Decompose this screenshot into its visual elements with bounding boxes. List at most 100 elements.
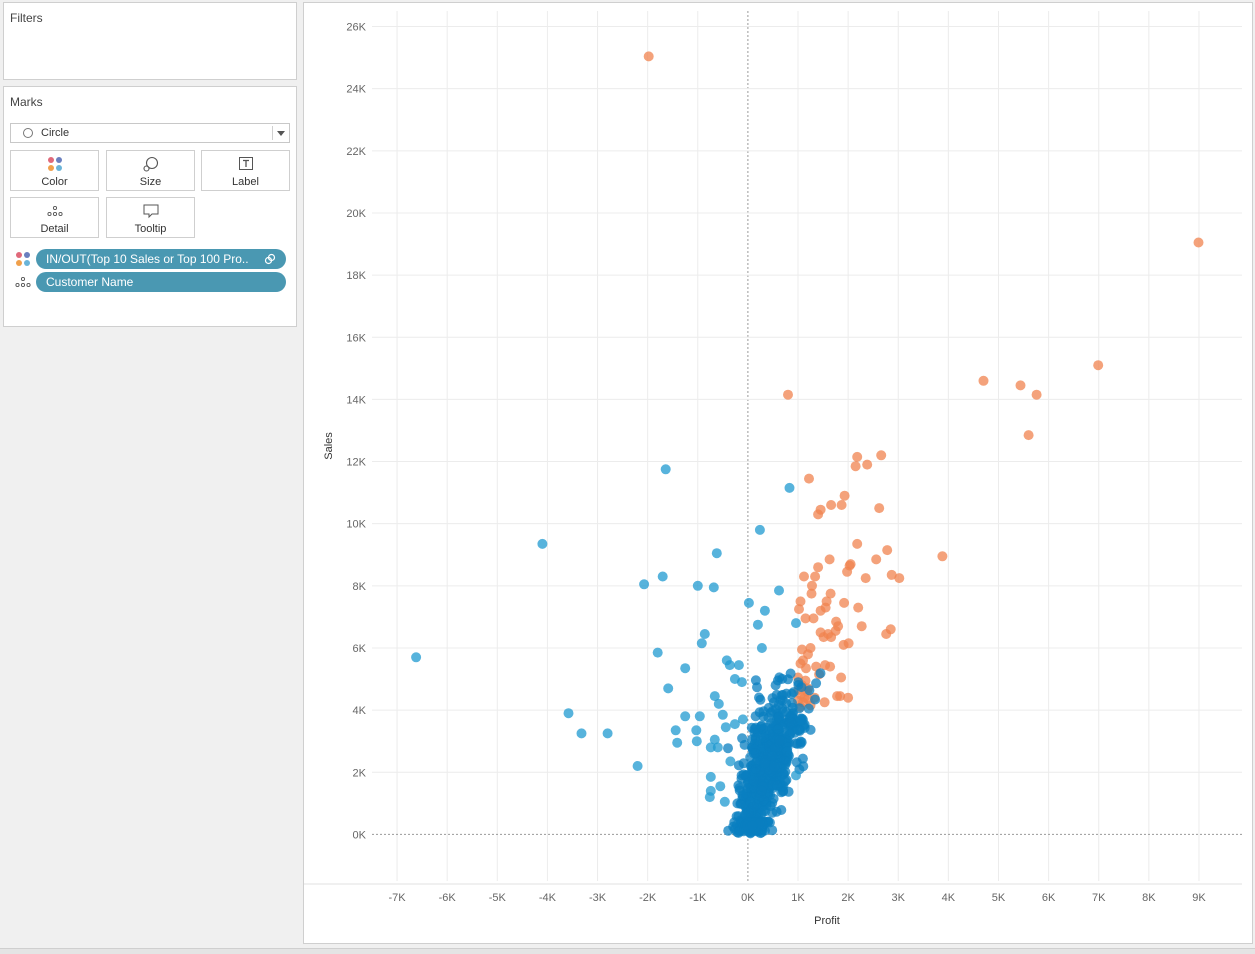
data-point-in[interactable] [795, 596, 806, 607]
data-point-in[interactable] [806, 588, 817, 599]
scatter-plot[interactable]: -7K -6K -5K -4K -3K -2K -1K 0K 1K 2K 3K 4K 5K 6K 7K 8K 9… [304, 3, 1252, 943]
data-point-out[interactable] [713, 698, 724, 709]
data-point-out[interactable] [680, 663, 691, 674]
color-button[interactable]: Color [10, 150, 99, 191]
data-point-out[interactable] [709, 734, 720, 745]
data-point-in[interactable] [839, 490, 850, 501]
data-point-out[interactable] [772, 780, 783, 791]
data-point-in[interactable] [836, 500, 847, 510]
data-point-out[interactable] [709, 691, 720, 702]
data-point-out[interactable] [717, 709, 728, 720]
data-point-out[interactable] [767, 751, 778, 761]
data-point-in[interactable] [886, 569, 897, 580]
data-point-out[interactable] [774, 735, 785, 746]
data-point-out[interactable] [774, 585, 784, 596]
data-point-out[interactable] [759, 758, 770, 769]
color-field-pill[interactable]: IN/OUT(Top 10 Sales or Top 100 Pro.. [36, 249, 286, 269]
data-point-in[interactable] [783, 389, 793, 400]
data-point-out[interactable] [729, 817, 740, 828]
mark-type-dropdown[interactable]: Circle [10, 123, 290, 143]
data-point-in[interactable] [1193, 237, 1204, 248]
data-point-out[interactable] [729, 719, 740, 730]
data-point-out[interactable] [795, 715, 806, 726]
data-point-in[interactable] [852, 538, 863, 549]
data-point-in[interactable] [825, 588, 836, 599]
size-button[interactable]: Size [106, 150, 195, 191]
data-point-in[interactable] [862, 459, 873, 470]
data-point-out[interactable] [652, 647, 663, 658]
data-point-out[interactable] [699, 629, 710, 639]
data-point-out[interactable] [719, 796, 730, 807]
data-point-out[interactable] [803, 703, 814, 714]
data-point-out[interactable] [724, 660, 735, 671]
data-point-in[interactable] [843, 638, 854, 649]
data-point-out[interactable] [811, 678, 822, 689]
data-point-out[interactable] [758, 706, 769, 717]
detail-button[interactable]: Detail [10, 197, 99, 238]
data-point-in[interactable] [835, 691, 846, 702]
data-point-out[interactable] [749, 724, 760, 735]
data-point-out[interactable] [563, 708, 574, 719]
data-point-out[interactable] [720, 722, 731, 733]
data-point-in[interactable] [818, 632, 829, 643]
data-point-out[interactable] [740, 771, 751, 782]
data-point-out[interactable] [791, 770, 801, 781]
data-point-out[interactable] [735, 798, 746, 809]
data-point-in[interactable] [853, 602, 864, 613]
data-point-in[interactable] [813, 509, 824, 520]
data-point-out[interactable] [781, 746, 792, 757]
data-point-out[interactable] [750, 675, 761, 686]
data-point-in[interactable] [815, 605, 826, 616]
label-button[interactable]: Label [201, 150, 290, 191]
data-point-out[interactable] [784, 482, 795, 493]
data-point-in[interactable] [794, 604, 804, 615]
data-point-out[interactable] [752, 619, 763, 630]
data-point-out[interactable] [691, 736, 702, 747]
data-point-out[interactable] [794, 703, 805, 714]
data-point-out[interactable] [712, 742, 723, 753]
data-point-in[interactable] [1031, 389, 1042, 400]
data-point-in[interactable] [856, 621, 867, 632]
tooltip-button[interactable]: Tooltip [106, 197, 195, 238]
data-point-in[interactable] [824, 554, 835, 565]
data-point-out[interactable] [663, 683, 674, 694]
data-point-in[interactable] [894, 573, 905, 584]
data-point-out[interactable] [411, 652, 422, 663]
data-point-in[interactable] [801, 663, 811, 674]
data-point-out[interactable] [756, 643, 767, 653]
data-point-in[interactable] [1023, 430, 1034, 441]
data-point-out[interactable] [705, 771, 716, 782]
data-point-in[interactable] [860, 573, 871, 584]
data-point-out[interactable] [743, 597, 754, 608]
data-point-in[interactable] [874, 503, 885, 514]
data-point-out[interactable] [704, 792, 715, 803]
data-point-out[interactable] [767, 825, 778, 836]
data-point-out[interactable] [776, 805, 787, 815]
data-point-out[interactable] [737, 714, 748, 725]
filters-shelf[interactable]: Filters [3, 2, 297, 80]
data-point-out[interactable] [785, 668, 796, 679]
data-point-in[interactable] [882, 545, 893, 556]
data-point-out[interactable] [754, 818, 765, 829]
data-points[interactable] [411, 51, 1204, 839]
data-point-out[interactable] [743, 807, 754, 818]
data-point-out[interactable] [804, 685, 815, 696]
data-point-out[interactable] [792, 738, 803, 749]
data-point-out[interactable] [739, 739, 750, 750]
data-point-in[interactable] [839, 597, 850, 608]
data-point-out[interactable] [696, 638, 707, 649]
data-point-out[interactable] [750, 711, 761, 722]
data-point-out[interactable] [754, 692, 764, 703]
data-point-out[interactable] [711, 548, 722, 559]
data-point-out[interactable] [758, 805, 769, 816]
data-point-out[interactable] [748, 775, 759, 786]
data-point-out[interactable] [672, 737, 683, 748]
data-point-in[interactable] [804, 473, 814, 484]
data-point-out[interactable] [810, 694, 821, 705]
data-point-out[interactable] [660, 464, 671, 475]
data-point-in[interactable] [850, 461, 861, 472]
data-point-out[interactable] [657, 571, 668, 582]
data-point-out[interactable] [736, 677, 747, 688]
data-point-out[interactable] [772, 675, 783, 686]
data-point-out[interactable] [723, 743, 733, 754]
